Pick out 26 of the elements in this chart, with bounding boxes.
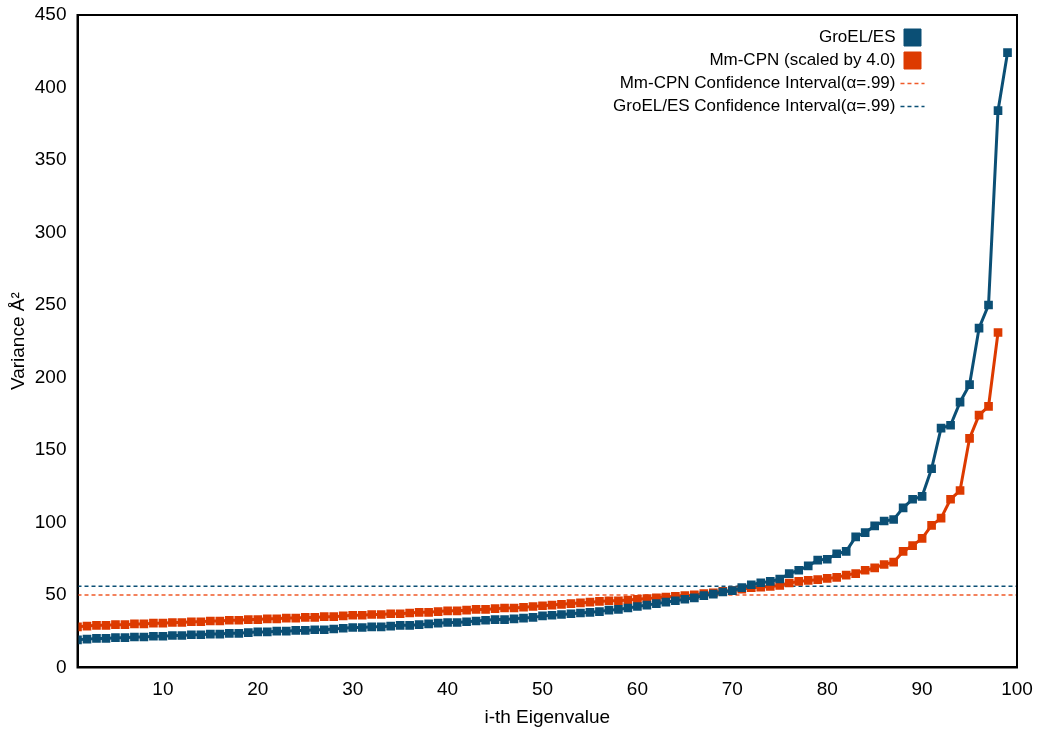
y-tick-label: 0 (55, 655, 67, 677)
legend-label: Mm-CPN Confidence Interval(α=.99) (619, 73, 896, 93)
y-tick-label: 250 (34, 293, 67, 315)
y-tick-label: 400 (34, 75, 67, 97)
x-tick-label: 60 (626, 678, 648, 700)
y-tick-label: 100 (34, 510, 67, 532)
legend-label: Mm-CPN (scaled by 4.0) (709, 50, 896, 70)
x-tick-label: 20 (247, 678, 269, 700)
x-tick-label: 100 (1001, 678, 1033, 700)
x-tick-label: 40 (437, 678, 459, 700)
x-tick-label: 10 (152, 678, 174, 700)
y-tick-label: 150 (34, 438, 67, 460)
y-tick-label: 350 (34, 148, 67, 170)
y-tick-label: 50 (45, 583, 67, 605)
y-tick-label: 450 (34, 3, 67, 25)
x-tick-label: 70 (721, 678, 743, 700)
x-axis-title: i-th Eigenvalue (484, 705, 611, 727)
x-tick-label: 50 (531, 678, 554, 700)
legend-label: GroEL/ES Confidence Interval(α=.99) (613, 96, 896, 116)
x-tick-label: 30 (342, 678, 364, 700)
y-tick-label: 300 (34, 220, 67, 242)
x-tick-label: 80 (816, 678, 838, 700)
y-axis-title: Variance Å² (6, 292, 28, 391)
y-tick-label: 200 (34, 365, 67, 387)
x-tick-label: 90 (911, 678, 933, 700)
legend-label: GroEL/ES (818, 27, 896, 47)
